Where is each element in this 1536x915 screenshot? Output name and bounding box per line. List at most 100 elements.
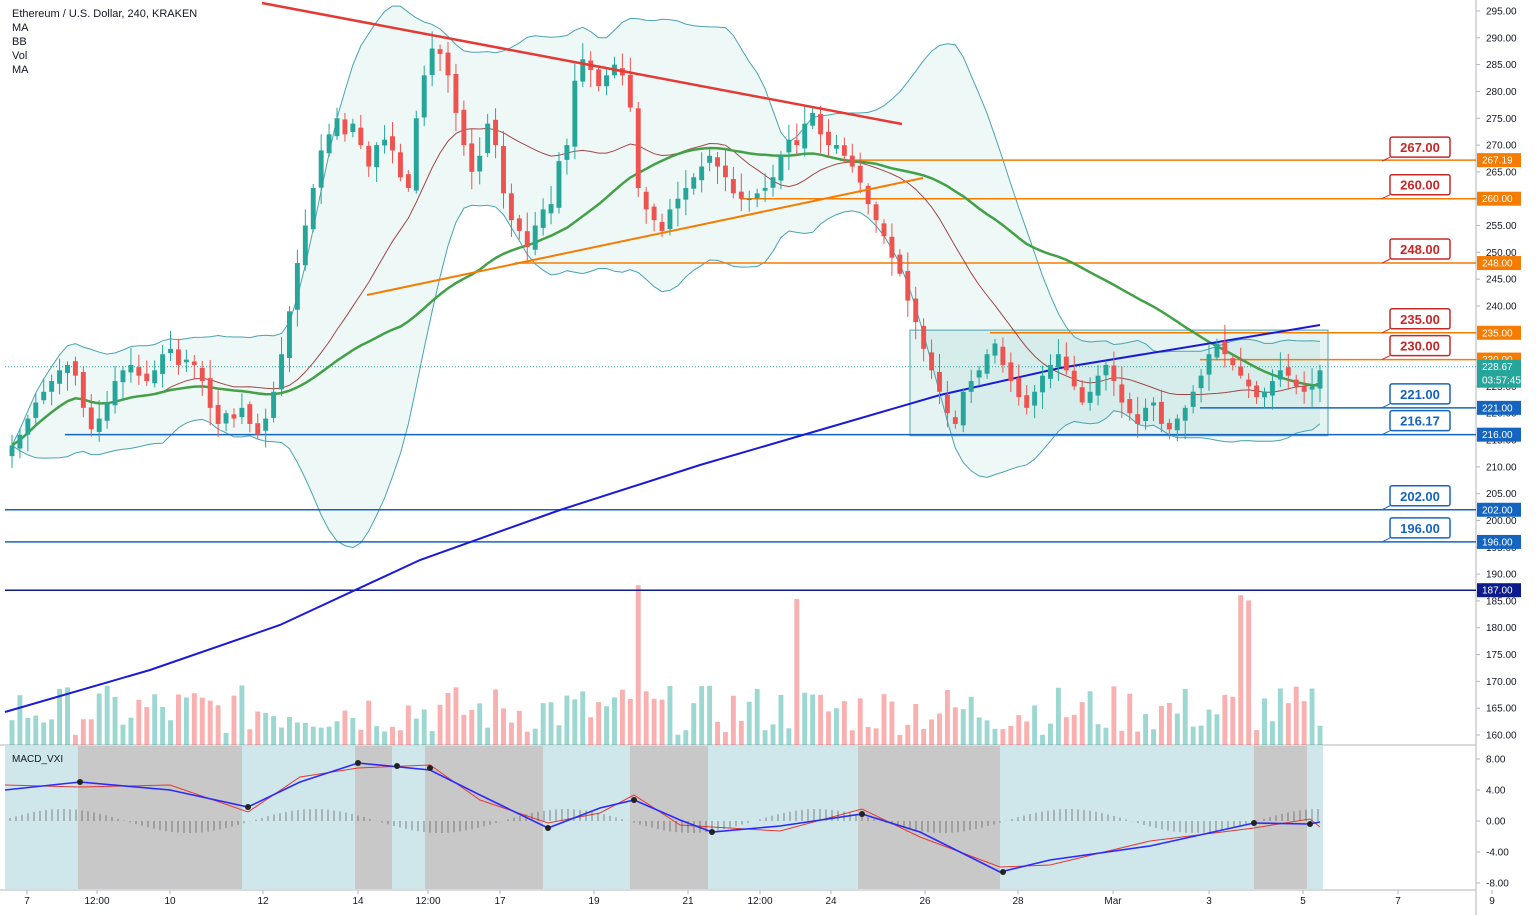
axis-tag-label: 221.00 (1482, 403, 1513, 414)
indicator-vol[interactable]: Vol (12, 50, 28, 62)
volume-bar (1071, 714, 1077, 745)
callout-label: 235.00 (1400, 312, 1440, 327)
candle-body (786, 139, 792, 153)
volume-bar (1198, 725, 1204, 745)
candle-body (1151, 402, 1156, 406)
axis-tag-label: 248.00 (1482, 259, 1513, 270)
price-tick-label: 185.00 (1486, 596, 1517, 607)
candle-body (532, 225, 538, 250)
macd-band (78, 746, 242, 889)
volume-bar (588, 717, 594, 745)
macd-band (355, 746, 392, 889)
volume-bar (841, 701, 847, 745)
volume-bar (88, 719, 94, 745)
volume-bar (1254, 730, 1260, 745)
volume-bar (818, 694, 824, 745)
indicator-ma-2[interactable]: MA (12, 64, 29, 76)
candle-body (485, 123, 491, 154)
candle-body (1254, 385, 1260, 398)
candle-body (255, 423, 261, 435)
time-tick-label: 26 (919, 896, 931, 907)
volume-bar (207, 700, 213, 745)
volume-bar (1206, 709, 1212, 745)
volume-bar (1111, 686, 1117, 745)
volume-bar (326, 726, 332, 745)
macd-cross-dot (859, 811, 865, 817)
candle-body (746, 198, 752, 201)
candle-body (937, 371, 942, 392)
volume-bar (556, 725, 562, 745)
candle-body (1135, 414, 1141, 424)
volume-bar (1095, 724, 1101, 745)
candle-body (1262, 391, 1267, 398)
volume-bar (786, 728, 792, 745)
candle-body (596, 69, 602, 87)
callout-box (1389, 238, 1451, 260)
candle-body (643, 191, 649, 210)
current-price-tag (1477, 359, 1521, 388)
candle-body (572, 80, 578, 147)
macd-cross-dot (1000, 869, 1006, 875)
indicator-bb[interactable]: BB (12, 36, 27, 48)
time-tick-label: 12:00 (747, 896, 772, 907)
macd-cross-dot (355, 760, 361, 766)
candle-body (160, 354, 166, 374)
candle-body (144, 373, 150, 382)
volume-bar (1238, 595, 1244, 745)
volume-bar (913, 703, 919, 745)
volume-bar (984, 720, 990, 745)
volume-bar (960, 709, 966, 745)
candle-body (691, 177, 697, 189)
volume-bar (1143, 714, 1149, 745)
candle-body (263, 418, 269, 431)
candle-body (469, 143, 475, 172)
volume-bar (429, 731, 435, 745)
volume-bar (374, 726, 380, 745)
volume-bar (485, 727, 491, 745)
volume-bar (1293, 686, 1299, 745)
volume-bar (96, 693, 102, 745)
volume-bar (286, 716, 292, 745)
volume-bar (461, 714, 467, 745)
indicator-ma[interactable]: MA (12, 22, 29, 34)
volume-bar (548, 702, 554, 745)
axis-tag (1477, 400, 1521, 415)
callout-pointer (1381, 258, 1391, 264)
volume-bar (168, 720, 174, 745)
volume-bar (944, 689, 950, 745)
candle-body (826, 131, 831, 146)
macd-cross-dot (77, 779, 83, 785)
callout-box (1389, 409, 1451, 432)
time-tick-label: 12:00 (84, 896, 109, 907)
price-tick-label: 265.00 (1486, 167, 1517, 178)
volume-bar (1190, 726, 1196, 745)
volume-bar (1262, 698, 1267, 745)
bb-upper (11, 5, 1321, 446)
callout-label: 202.00 (1400, 489, 1440, 504)
candle-body (1048, 364, 1053, 379)
volume-bar (1008, 726, 1014, 745)
volume-bar (1048, 723, 1053, 745)
volume-bar (952, 707, 958, 745)
volume-bar (802, 692, 808, 745)
volume-bar (810, 694, 816, 745)
candle-body (707, 155, 713, 163)
candle-body (191, 361, 197, 365)
candle-body (968, 381, 974, 392)
volume-bar (1135, 731, 1141, 745)
volume-bar (33, 715, 39, 745)
callout-label: 267.00 (1400, 140, 1440, 155)
volume-bar (659, 699, 665, 745)
countdown-label: 03:57:45 (1482, 376, 1521, 387)
candle-body (1055, 354, 1061, 368)
volume-bar (675, 734, 681, 745)
callout-pointer (1381, 537, 1391, 543)
candle-body (1269, 381, 1275, 396)
volume-bar (643, 691, 649, 745)
volume-bar (651, 698, 657, 745)
candle-body (239, 407, 245, 418)
ma20-line (11, 127, 1321, 446)
volume-bar (540, 703, 546, 745)
time-tick-label: 19 (588, 896, 600, 907)
